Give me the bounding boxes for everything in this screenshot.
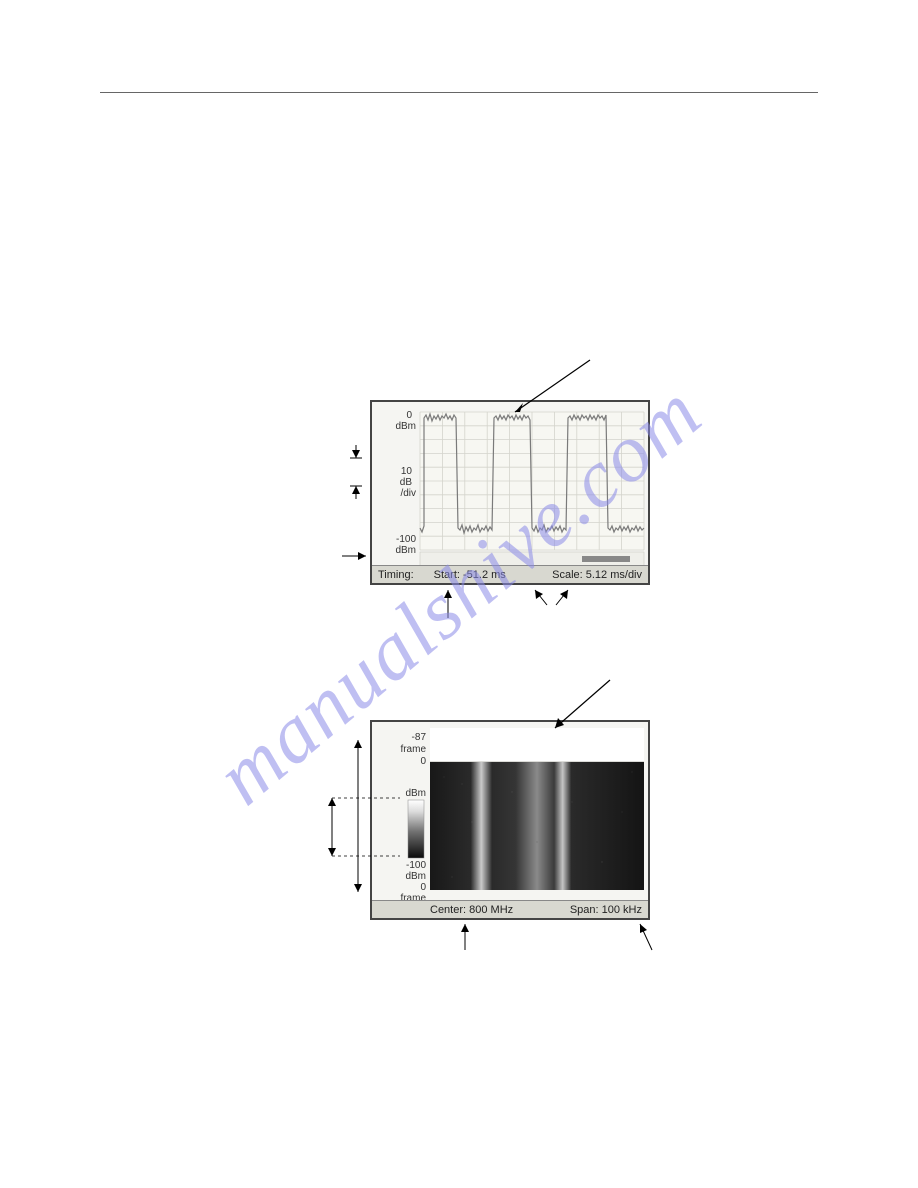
y-mid-unit2: /div <box>400 488 416 499</box>
chart-svg-2: -87 frame 0 dBm -100 dBm 0 frame <box>372 722 650 920</box>
colorbar <box>408 800 424 858</box>
chart-container-2: -87 frame 0 dBm -100 dBm 0 frame Center:… <box>370 720 650 920</box>
status-bar-2: Center: 800 MHz Span: 100 kHz <box>372 900 648 918</box>
spectro-bottom-frame-count: 0 <box>420 882 426 893</box>
chart-container-1: 0 dBm 10 dB /div -100 dBm Timing: Start:… <box>370 400 650 585</box>
spectro-frame-label-top: frame <box>400 744 426 755</box>
chart-svg-1: 0 dBm 10 dB /div -100 dBm <box>372 402 650 585</box>
figure-spectrogram: -87 frame 0 dBm -100 dBm 0 frame Center:… <box>370 720 650 920</box>
overview-indicator <box>582 556 630 562</box>
y-mid-value: 10 <box>401 466 413 477</box>
status-start: Start: -51.2 ms <box>434 569 506 581</box>
status-timing-label: Timing: <box>378 569 414 581</box>
status-scale: Scale: 5.12 ms/div <box>552 569 642 581</box>
header-horizontal-rule <box>100 92 818 93</box>
y-bottom-unit: dBm <box>395 545 416 556</box>
y-top-value: 0 <box>406 410 412 421</box>
spectro-header <box>430 728 644 762</box>
status-span: Span: 100 kHz <box>570 904 642 916</box>
y-bottom-value: -100 <box>396 534 416 545</box>
y-mid-unit: dB <box>400 477 413 488</box>
spectro-top-value: -87 <box>412 732 427 743</box>
colorbar-bottom-value: -100 <box>406 860 426 871</box>
figure-power-vs-time: 0 dBm 10 dB /div -100 dBm Timing: Start:… <box>370 400 650 585</box>
status-center-freq: Center: 800 MHz <box>430 904 513 916</box>
y-top-unit: dBm <box>395 421 416 432</box>
colorbar-top-unit: dBm <box>405 788 426 799</box>
spectro-plot <box>430 762 644 890</box>
spectro-top-frame-count: 0 <box>420 756 426 767</box>
status-bar-1: Timing: Start: -51.2 ms Scale: 5.12 ms/d… <box>372 565 648 583</box>
colorbar-bottom-unit: dBm <box>405 871 426 882</box>
